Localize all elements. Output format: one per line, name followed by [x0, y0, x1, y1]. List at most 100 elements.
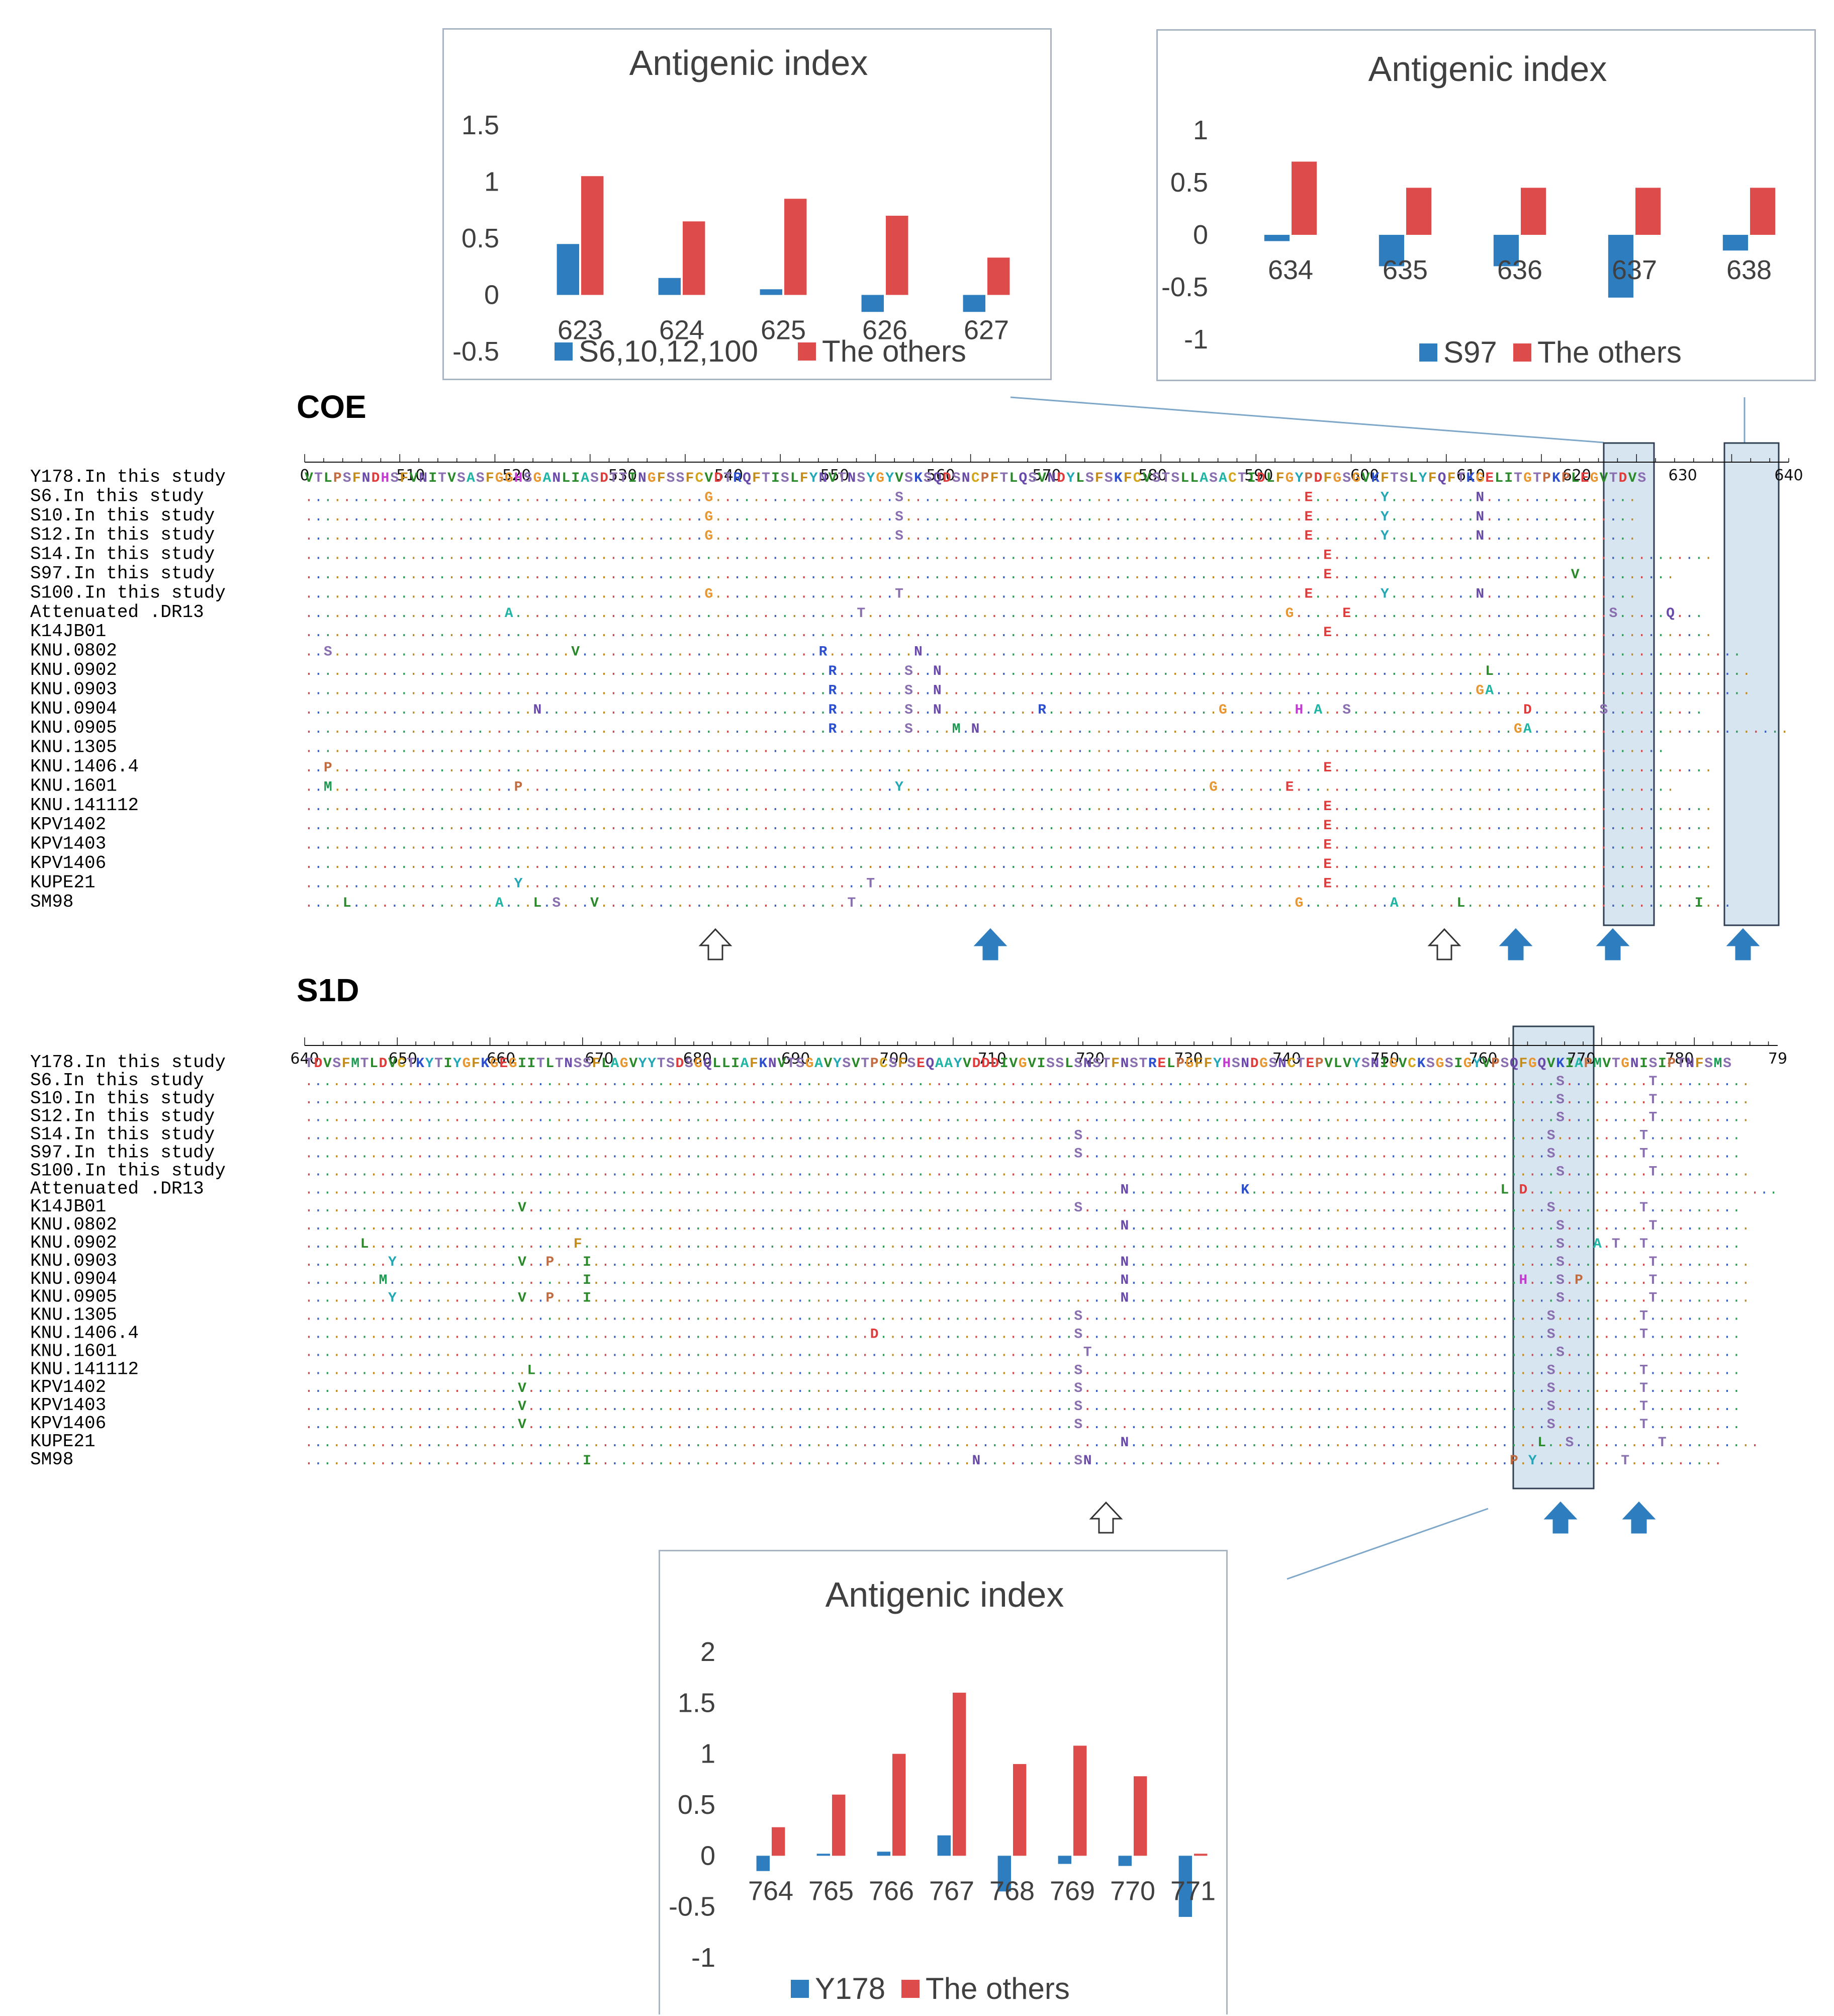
sequence-name: S14.In this study — [30, 1124, 215, 1145]
ruler-label: 740 — [1272, 1050, 1301, 1068]
x-category-label: 764 — [748, 1876, 793, 1906]
y-tick-label: 1.5 — [462, 110, 499, 140]
sequence-row: ........................................… — [305, 1092, 1750, 1108]
sequence-name: S6.In this study — [30, 1070, 204, 1091]
sequence-name: KNU.0902 — [30, 1233, 117, 1253]
sequence-row: ........................................… — [305, 683, 1751, 698]
bar-blue — [756, 1856, 770, 1871]
sequence-row: TDVSFMTLDVCTKYTIYGFKGEGIITLTNSSFLAGVYYTS… — [305, 1056, 1731, 1072]
ruler-label: 630 — [1669, 467, 1697, 484]
position-ruler — [304, 1037, 1778, 1046]
sequence-name: S12.In this study — [30, 1106, 215, 1127]
bar-red — [1635, 188, 1661, 235]
ruler-label: 760 — [1469, 1050, 1497, 1068]
filled-up-arrow-icon — [1499, 928, 1533, 960]
sequence-name: S14.In this study — [30, 544, 215, 565]
x-category-label: 766 — [869, 1876, 914, 1906]
sequence-row: ........................................… — [305, 857, 1713, 872]
sequence-name: KNU.0905 — [30, 718, 117, 738]
bar-red — [1521, 188, 1546, 235]
y-tick-label: 0 — [700, 1840, 715, 1871]
bar-blue — [877, 1852, 890, 1856]
legend-swatch — [1419, 343, 1437, 362]
y-tick-label: 1 — [700, 1739, 715, 1769]
legend-label: The others — [926, 1972, 1070, 2005]
legend-swatch — [1513, 343, 1531, 362]
legend-label: S6,10,12,100 — [579, 334, 758, 368]
x-category-label: 626 — [862, 315, 907, 345]
ruler-label: 670 — [585, 1050, 613, 1068]
bar-red — [886, 216, 908, 295]
antigenic-chart-623-627: Antigenic index 1.5 1 0.5 0 -0.5 623 624 625 626 6… — [442, 28, 1052, 380]
sequence-row: ........................................… — [305, 1164, 1750, 1180]
sequence-row: ......................Y.................… — [305, 876, 1713, 892]
legend: Y178 The others — [791, 1972, 1070, 2005]
sequence-name: KNU.0904 — [30, 698, 117, 719]
x-category-label: 635 — [1383, 255, 1428, 285]
sequence-name: KNU.0903 — [30, 1251, 117, 1271]
ruler-label: 710 — [978, 1050, 1006, 1068]
sequence-name: KNU.141112 — [30, 795, 139, 816]
ruler-label: 660 — [487, 1050, 515, 1068]
legend-label: The others — [822, 334, 966, 368]
filled-up-arrow-icon — [1622, 1501, 1656, 1534]
sequence-row: ........................................… — [305, 1128, 1740, 1144]
open-up-arrow-icon — [698, 928, 732, 960]
filled-up-arrow-icon — [973, 928, 1007, 960]
y-tick-label: 2 — [700, 1637, 715, 1667]
sequence-row: ........................................… — [305, 1147, 1740, 1162]
bar-red — [1134, 1776, 1147, 1856]
ruler-label: 540 — [714, 467, 743, 484]
y-tick-label: -1 — [1184, 324, 1208, 355]
sequence-name: KPV1403 — [30, 1395, 106, 1416]
ruler-label: 610 — [1456, 467, 1485, 484]
sequence-row: ........................................… — [305, 838, 1713, 853]
sequence-row: ........M.....................I.........… — [305, 1273, 1750, 1288]
sequence-row: ........................................… — [305, 529, 1636, 544]
legend: S6,10,12,100 The others — [555, 334, 966, 368]
sequence-row: ........................................… — [305, 799, 1713, 815]
bar-blue — [816, 1854, 830, 1856]
ruler-label: 520 — [502, 467, 531, 484]
ruler-label: 590 — [1244, 467, 1273, 484]
bar-red — [987, 257, 1010, 295]
y-tick-label: 0.5 — [678, 1790, 715, 1820]
sequence-row: ........................................… — [305, 1218, 1750, 1234]
legend-label: S97 — [1443, 335, 1497, 369]
bar-blue — [937, 1835, 951, 1856]
x-category-label: 625 — [761, 315, 806, 345]
ruler-label: 640 — [290, 1050, 319, 1068]
x-category-label: 765 — [808, 1876, 854, 1906]
ruler-label: 550 — [820, 467, 849, 484]
sequence-row: ........................................… — [305, 490, 1636, 505]
sequence-name: KPV1406 — [30, 1413, 106, 1434]
bar-blue — [1493, 235, 1519, 267]
sequence-row: ........................................… — [305, 664, 1751, 679]
ruler-label: 600 — [1350, 467, 1379, 484]
ruler-label: 650 — [389, 1050, 417, 1068]
bar-blue — [963, 295, 985, 312]
sequence-row: .........Y.............V..P...I.........… — [305, 1255, 1750, 1270]
bar-blue — [997, 1856, 1011, 1892]
sequence-row: .........Y.............V..P...I.........… — [305, 1291, 1750, 1306]
ruler-label: 700 — [879, 1050, 908, 1068]
x-category-label: 636 — [1497, 255, 1542, 285]
sequence-row: ....L...............A...L.S...V.........… — [305, 896, 1732, 911]
sequence-name: KNU.1601 — [30, 1341, 117, 1361]
sequence-row: .....................A..................… — [305, 606, 1703, 622]
sequence-row: ..............................I.........… — [305, 1453, 1722, 1469]
sequence-row: ........................................… — [305, 741, 1665, 757]
bar-blue — [1178, 1856, 1192, 1917]
ruler-label: 690 — [781, 1050, 810, 1068]
sequence-name: KNU.1406.4 — [30, 756, 139, 777]
sequence-row: ........................................… — [305, 625, 1713, 641]
alignment-s1d: 640 650 660 670 680 690 700 710 720 730 740 750 760 7… — [0, 1021, 1834, 1554]
bar-red — [892, 1754, 906, 1856]
ruler-label: 530 — [608, 467, 637, 484]
sequence-row: ........................................… — [305, 567, 1675, 583]
sequence-name: KPV1403 — [30, 834, 106, 854]
y-tick-label: -0.5 — [1161, 272, 1208, 302]
bar-red — [1750, 188, 1776, 235]
antigenic-chart-764-771: Antigenic index 2 1.5 1 0.5 0 -0.5 -1 764 765 766 7… — [659, 1550, 1228, 2014]
y-tick-label: 0 — [1193, 220, 1208, 250]
